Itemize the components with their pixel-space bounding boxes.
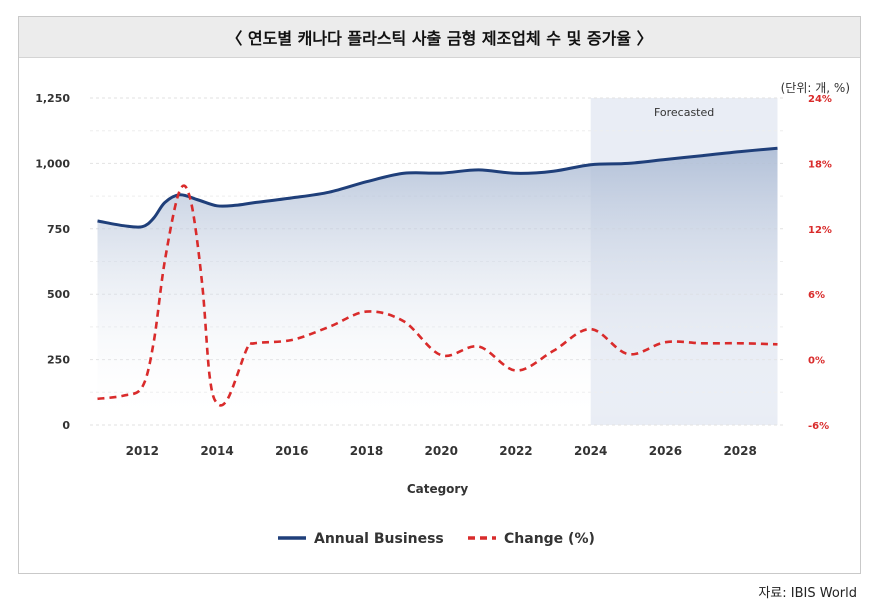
x-tick-label: 2018 <box>350 444 383 458</box>
x-axis-title: Category <box>407 482 469 496</box>
y-right-tick-label: 24% <box>808 94 832 105</box>
chart-title: 〈 연도별 캐나다 플라스틱 사출 금형 제조업체 수 및 증가율 〉 <box>19 17 860 58</box>
y-left-tick-label: 750 <box>47 223 70 236</box>
y-left-tick-label: 1,000 <box>35 157 70 170</box>
y-left-tick-label: 0 <box>62 419 70 432</box>
series-line-change <box>97 184 778 407</box>
y-right-tick-label: 12% <box>808 225 832 236</box>
y-left-tick-label: 500 <box>47 288 70 301</box>
source-note: 자료: IBIS World <box>758 586 857 601</box>
legend-item-annual-business-label: Annual Business <box>314 531 444 547</box>
y-left-tick-label: 250 <box>47 354 70 367</box>
series-area-annual-business <box>97 148 778 425</box>
series-line-annual-business <box>97 146 778 229</box>
y-right-tick-label: 18% <box>808 159 832 170</box>
x-tick-label: 2016 <box>275 444 308 458</box>
forecast-label: Forecasted <box>654 106 714 119</box>
x-tick-label: 2028 <box>723 444 756 458</box>
x-tick-label: 2022 <box>499 444 532 458</box>
y-right-tick-label: 6% <box>808 290 825 301</box>
y-left-tick-label: 1,250 <box>35 92 70 105</box>
x-tick-label: 2014 <box>200 444 233 458</box>
x-tick-label: 2012 <box>126 444 159 458</box>
legend-item-change-label: Change (%) <box>504 531 595 547</box>
x-tick-label: 2026 <box>649 444 682 458</box>
unit-note: (단위: 개, %) <box>780 81 850 95</box>
x-tick-label: 2020 <box>425 444 458 458</box>
y-right-tick-label: -6% <box>808 421 829 432</box>
x-tick-label: 2024 <box>574 444 607 458</box>
y-right-tick-label: 0% <box>808 356 825 367</box>
